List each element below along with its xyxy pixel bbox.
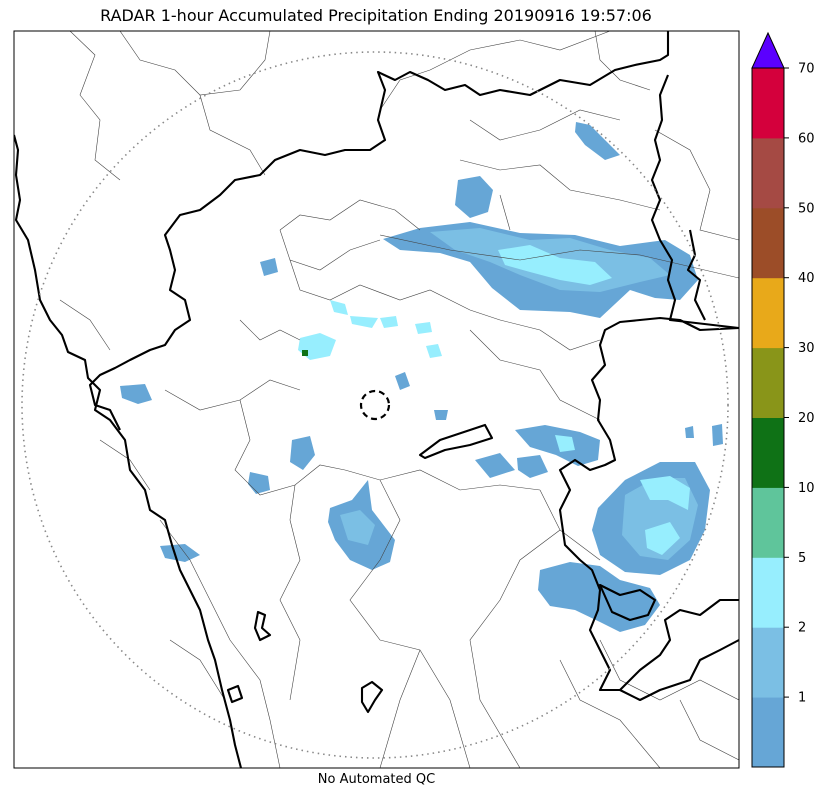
precip-area: [290, 436, 315, 470]
colorbar-tick-label: 1: [798, 691, 806, 706]
colorbar-tick-label: 70: [798, 62, 815, 77]
colorbar-bin: [752, 627, 784, 698]
colorbar-bin: [752, 487, 784, 558]
precip-area: [640, 476, 690, 510]
boundary-island-3: [360, 680, 384, 714]
precip-area: [415, 322, 432, 334]
precip-area: [120, 384, 152, 404]
district-boundaries: [59, 31, 739, 768]
precip-area: [517, 455, 548, 478]
map-frame: [13, 30, 740, 769]
boundary-west: [14, 134, 243, 768]
precip-area: [555, 435, 575, 452]
map-panel: [13, 30, 740, 769]
colorbar-bin: [752, 557, 784, 628]
colorbar-tick-label: 2: [798, 621, 806, 636]
colorbar-bin: [752, 68, 784, 139]
precip-area: [340, 510, 375, 545]
colorbar-bin: [752, 137, 784, 209]
boundary-island-2: [253, 610, 272, 642]
precip-area: [350, 316, 378, 328]
colorbar-bin: [752, 417, 784, 488]
precip-area: [426, 344, 442, 358]
colorbar-tick-label: 10: [798, 481, 815, 496]
precip-area: [260, 258, 278, 276]
precip-area: [645, 522, 680, 555]
map-title: RADAR 1-hour Accumulated Precipitation E…: [100, 6, 652, 25]
precip-area: [498, 245, 612, 285]
colorbar-tick-label: 60: [798, 131, 815, 146]
precip-area: [395, 372, 410, 390]
precip-area: [685, 426, 694, 438]
colorbar-bin: [752, 207, 784, 279]
colorbar-tick-label: 50: [798, 201, 815, 216]
colorbar: 1 2 5 10 20 30 40 50 60 70: [751, 31, 815, 768]
state-boundaries: [14, 31, 739, 768]
boundary-north-east: [650, 74, 739, 330]
precip-area: [330, 300, 348, 315]
boundary-south-east-isle: [598, 583, 657, 622]
colorbar-bin: [752, 347, 784, 418]
precip-area: [455, 176, 493, 218]
boundary-far-east: [686, 229, 706, 321]
colorbar-tick-label: 20: [798, 411, 815, 426]
precip-area: [575, 122, 620, 160]
colorbar-extend-arrow: [751, 31, 785, 69]
boundary-north-west: [88, 31, 670, 431]
precip-area: [380, 316, 398, 328]
colorbar-tick-label: 40: [798, 271, 815, 286]
boundary-island-1: [418, 423, 494, 460]
radar-range-ring: [21, 51, 729, 759]
precip-area: [712, 424, 723, 446]
colorbar-bin: [752, 277, 784, 349]
radar-site-marker: [359, 389, 391, 421]
precip-area: [515, 425, 600, 466]
boundary-east-loop: [558, 316, 739, 692]
colorbar-tick-label: 5: [798, 551, 806, 566]
colorbar-bin: [752, 697, 784, 768]
qc-footnote: No Automated QC: [317, 772, 436, 787]
colorbar-bins: [752, 68, 784, 768]
colorbar-tick-label: 30: [798, 341, 815, 356]
boundary-east-south: [619, 639, 739, 702]
precip-area: [160, 544, 200, 562]
precip-area: [434, 410, 448, 420]
precip-area: [475, 453, 515, 478]
boundary-island-4: [226, 684, 244, 704]
colorbar-ticks: 1 2 5 10 20 30 40 50 60 70: [784, 62, 815, 706]
precipitation-layer: [120, 122, 723, 632]
precip-area: [302, 350, 308, 356]
map-background: [14, 31, 739, 768]
